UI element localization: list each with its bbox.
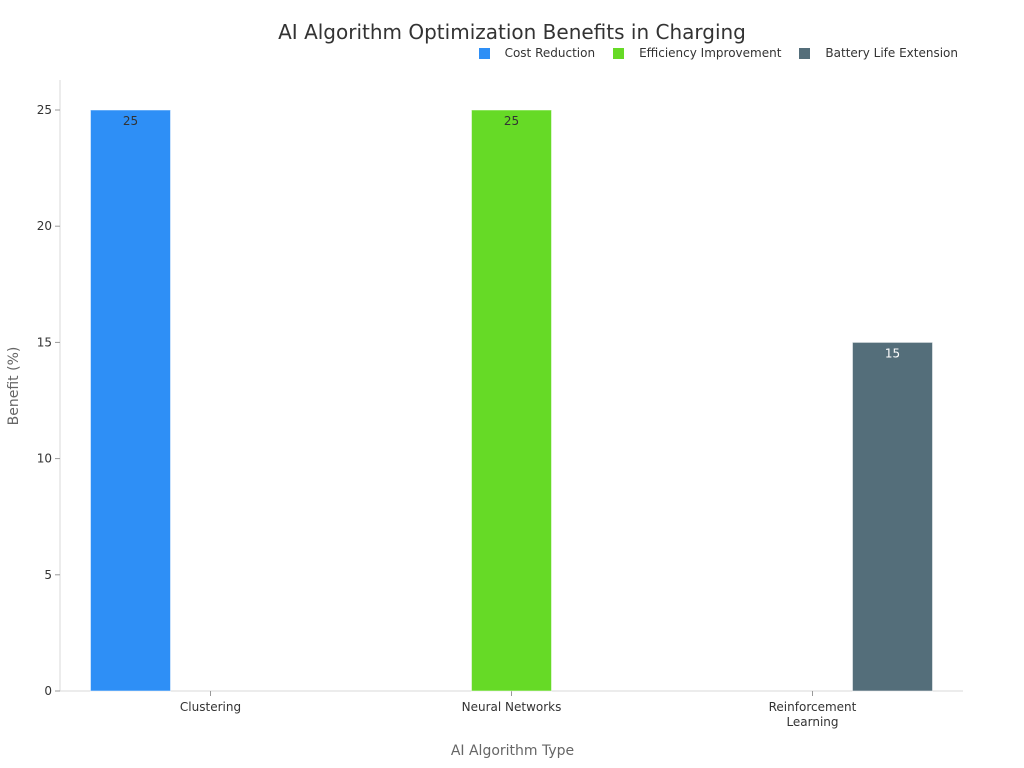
legend-label: Efficiency Improvement — [639, 46, 782, 60]
legend-item-cost-reduction[interactable]: Cost Reduction — [478, 46, 596, 60]
x-tick-label: Reinforcement — [769, 700, 857, 714]
y-tick-label: 5 — [44, 568, 52, 582]
bar-value-label: 25 — [123, 114, 138, 128]
x-tick-label: Neural Networks — [462, 700, 562, 714]
x-axis-title: AI Algorithm Type — [451, 743, 574, 759]
y-tick-label: 15 — [37, 335, 52, 349]
x-tick-label: Clustering — [180, 700, 241, 714]
x-tick-label: Learning — [786, 715, 838, 729]
bar-value-label: 25 — [504, 114, 519, 128]
legend-swatch-icon — [799, 47, 811, 59]
y-tick-label: 10 — [37, 452, 52, 466]
y-tick-label: 25 — [37, 103, 52, 117]
legend-swatch-icon — [478, 47, 490, 59]
y-tick-label: 20 — [37, 219, 52, 233]
y-axis-title: Benefit (%) — [6, 347, 22, 426]
legend-label: Cost Reduction — [504, 46, 596, 60]
legend-swatch-icon — [613, 47, 625, 59]
bar-value-label: 15 — [885, 346, 900, 360]
bar-cost-reduction[interactable] — [90, 109, 171, 692]
legend-label: Battery Life Extension — [825, 46, 958, 60]
y-tick-label: 0 — [44, 684, 52, 698]
bar-efficiency-improvement[interactable] — [471, 109, 552, 692]
legend-item-battery-life-extension[interactable]: Battery Life Extension — [799, 46, 958, 60]
bar-battery-life-extension[interactable] — [852, 341, 933, 692]
chart-title: AI Algorithm Optimization Benefits in Ch… — [278, 20, 746, 44]
legend-item-efficiency-improvement[interactable]: Efficiency Improvement — [613, 46, 781, 60]
chart-legend: Cost Reduction Efficiency Improvement Ba… — [461, 46, 958, 60]
